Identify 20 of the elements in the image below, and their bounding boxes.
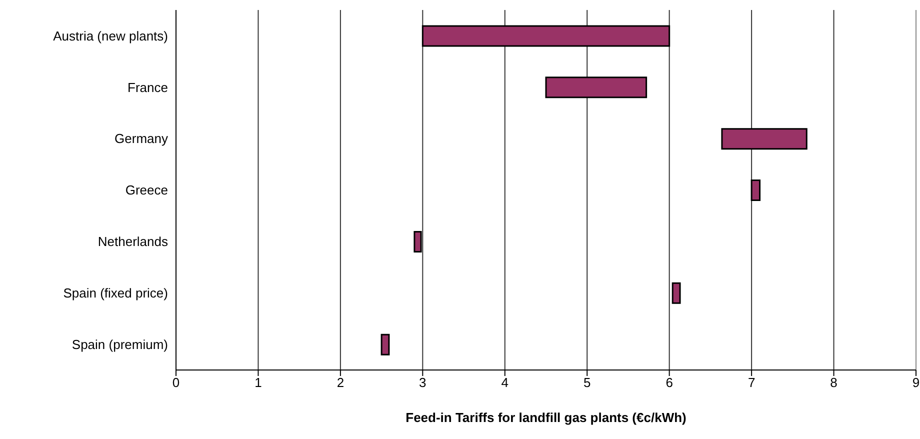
- x-tick-label: 3: [419, 375, 426, 390]
- x-tick-label: 8: [830, 375, 838, 390]
- bar: [672, 282, 681, 304]
- y-tick-label: Austria (new plants): [53, 28, 168, 44]
- x-tick-label: 5: [583, 375, 591, 390]
- x-tick-label: 9: [912, 375, 920, 390]
- y-tick-label: Spain (fixed price): [63, 285, 168, 300]
- x-tick-label: 1: [254, 375, 262, 390]
- x-tick-label: 4: [501, 375, 509, 390]
- y-tick-label: Germany: [114, 131, 168, 146]
- x-axis-title: Feed-in Tariffs for landfill gas plants (€c/kWh): [406, 410, 686, 425]
- y-tick-label: France: [128, 80, 168, 95]
- x-tick-label: 6: [666, 375, 673, 390]
- y-tick-label: Greece: [125, 182, 168, 198]
- bar: [380, 334, 390, 356]
- y-tick-label: Netherlands: [98, 234, 168, 250]
- y-tick-label: Spain (premium): [72, 336, 168, 352]
- x-tick-label: 7: [748, 375, 756, 390]
- x-tick-label: 0: [172, 375, 180, 390]
- x-tick-label: 2: [336, 375, 344, 390]
